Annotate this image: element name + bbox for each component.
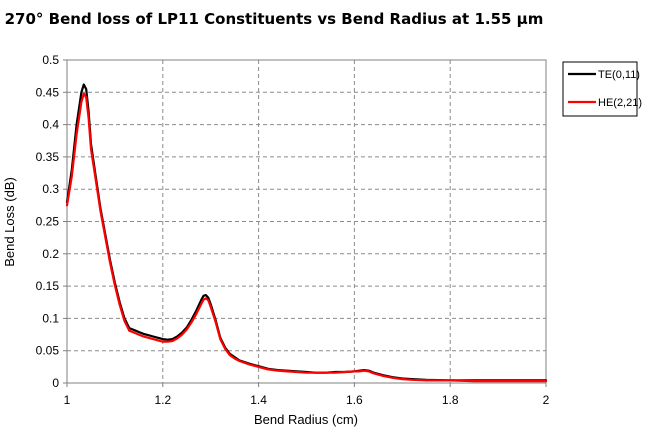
y-tick-label: 0.35 (36, 150, 60, 164)
y-tick-label: 0.05 (36, 344, 60, 358)
legend-label-he221: HE(2,21) (598, 97, 642, 109)
y-tick-label: 0.3 (42, 182, 59, 196)
x-tick-label: 1.4 (250, 393, 267, 407)
y-tick-label: 0.5 (42, 53, 59, 67)
y-tick-label: 0.1 (42, 311, 59, 325)
x-tick-label: 1.2 (154, 393, 171, 407)
y-tick-label: 0 (52, 376, 59, 390)
chart-title: 270° Bend loss of LP11 Constituents vs B… (5, 10, 544, 28)
legend-label-te011: TE(0,11) (598, 69, 640, 81)
x-tick-label: 2 (543, 393, 550, 407)
series-line-he-2-21 (65, 92, 548, 383)
axis-ticks: 0 0.05 0.1 0.15 0.2 0.25 0.3 0.35 0.4 0.45 0.5 1 1.2… (36, 53, 550, 407)
legend: TE(0,11) HE(2,21) (562, 61, 642, 117)
x-tick-label: 1.6 (346, 393, 363, 407)
x-tick-label: 1.8 (442, 393, 459, 407)
y-tick-label: 0.45 (36, 85, 60, 99)
data-series (65, 83, 548, 383)
y-tick-label: 0.15 (36, 279, 60, 293)
y-tick-label: 0.4 (42, 118, 59, 132)
x-axis-label: Bend Radius (cm) (254, 412, 358, 427)
legend-box (562, 61, 638, 117)
x-tick-label: 1 (64, 393, 71, 407)
y-axis-label: Bend Loss (dB) (2, 177, 17, 267)
y-tick-label: 0.25 (36, 215, 60, 229)
gridlines (67, 60, 546, 383)
y-tick-label: 0.2 (42, 247, 59, 261)
